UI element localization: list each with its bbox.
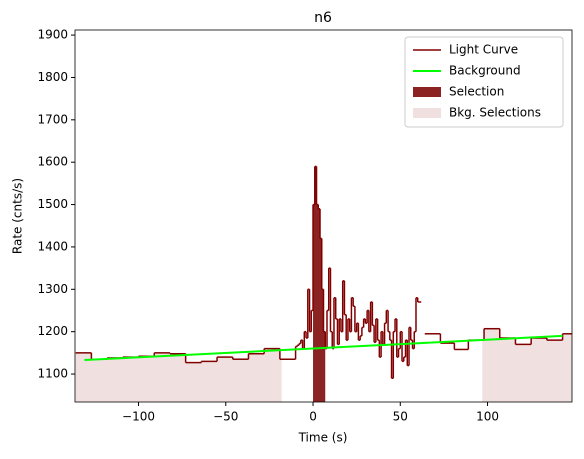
y-tick-label: 1900	[37, 28, 68, 42]
y-tick-label: 1200	[37, 324, 68, 338]
y-tick-label: 1500	[37, 197, 68, 211]
plot	[75, 165, 572, 402]
legend-key	[413, 87, 441, 97]
y-tick-label: 1100	[37, 367, 68, 381]
chart-title: n6	[314, 10, 332, 26]
background-line	[84, 334, 563, 362]
legend-label: Bkg. Selections	[449, 106, 541, 120]
legend-label: Selection	[449, 85, 504, 99]
x-tick-label: −100	[122, 410, 155, 424]
y-tick-label: 1400	[37, 239, 68, 253]
legend-box	[404, 36, 564, 128]
y-tick-label: 1300	[37, 282, 68, 296]
legend-label: Light Curve	[449, 43, 518, 57]
y-axis-label: Rate (cnts/s)	[11, 178, 25, 254]
bkg-selection	[482, 328, 572, 402]
y-tick-label: 1700	[37, 112, 68, 126]
legend-label: Background	[449, 64, 521, 78]
y-tick-label: 1800	[37, 70, 68, 84]
x-axis-label: Time (s)	[298, 431, 348, 445]
legend-key	[413, 108, 441, 118]
x-tick-label: 50	[393, 410, 408, 424]
y-tick-label: 1600	[37, 155, 68, 169]
axes-frame	[74, 29, 573, 403]
x-tick-label: −50	[213, 410, 238, 424]
selection	[313, 166, 326, 402]
x-tick-label: 100	[476, 410, 499, 424]
x-tick-label: 0	[309, 410, 317, 424]
bkg-selection	[75, 348, 282, 402]
